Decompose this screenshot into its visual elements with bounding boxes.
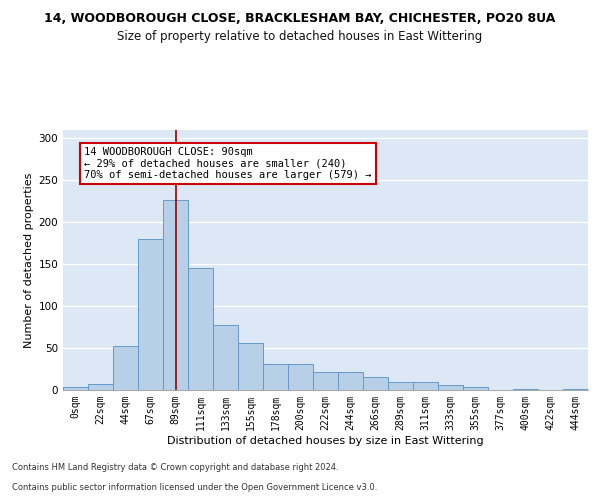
Bar [388, 382, 413, 390]
Bar [313, 372, 338, 390]
Text: Size of property relative to detached houses in East Wittering: Size of property relative to detached ho… [118, 30, 482, 43]
Bar [338, 372, 363, 390]
Bar [138, 239, 163, 390]
Bar [363, 376, 388, 390]
Bar [513, 389, 538, 390]
Bar [113, 346, 138, 390]
Bar [263, 364, 288, 390]
Bar [163, 200, 188, 390]
Bar [288, 364, 313, 390]
Bar [213, 326, 238, 390]
Bar [188, 268, 213, 390]
X-axis label: Distribution of detached houses by size in East Wittering: Distribution of detached houses by size … [167, 436, 484, 446]
Text: Contains HM Land Registry data © Crown copyright and database right 2024.: Contains HM Land Registry data © Crown c… [12, 464, 338, 472]
Bar [413, 382, 438, 390]
Bar [238, 343, 263, 390]
Bar [88, 384, 113, 390]
Text: 14 WOODBOROUGH CLOSE: 90sqm
← 29% of detached houses are smaller (240)
70% of se: 14 WOODBOROUGH CLOSE: 90sqm ← 29% of det… [84, 147, 372, 180]
Text: 14, WOODBOROUGH CLOSE, BRACKLESHAM BAY, CHICHESTER, PO20 8UA: 14, WOODBOROUGH CLOSE, BRACKLESHAM BAY, … [44, 12, 556, 26]
Bar [463, 388, 488, 390]
Bar [438, 385, 463, 390]
Bar [63, 388, 88, 390]
Text: Contains public sector information licensed under the Open Government Licence v3: Contains public sector information licen… [12, 484, 377, 492]
Bar [563, 389, 588, 390]
Y-axis label: Number of detached properties: Number of detached properties [24, 172, 34, 348]
